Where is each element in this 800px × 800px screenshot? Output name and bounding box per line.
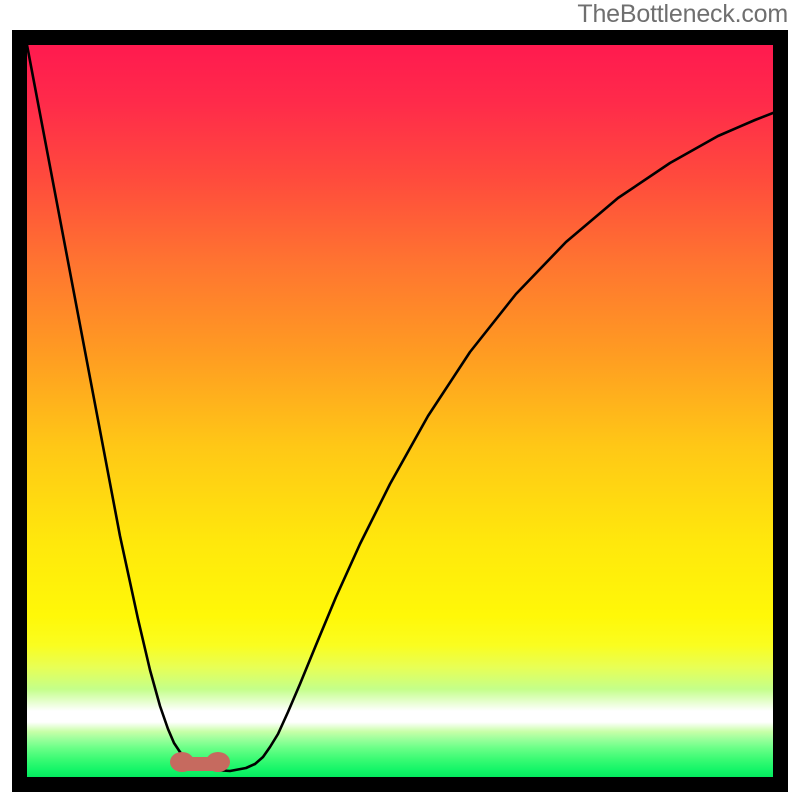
watermark-text: TheBottleneck.com	[577, 0, 788, 29]
bottleneck-chart	[0, 0, 800, 800]
gradient-background	[27, 45, 773, 777]
chart-container: TheBottleneck.com	[0, 0, 800, 800]
